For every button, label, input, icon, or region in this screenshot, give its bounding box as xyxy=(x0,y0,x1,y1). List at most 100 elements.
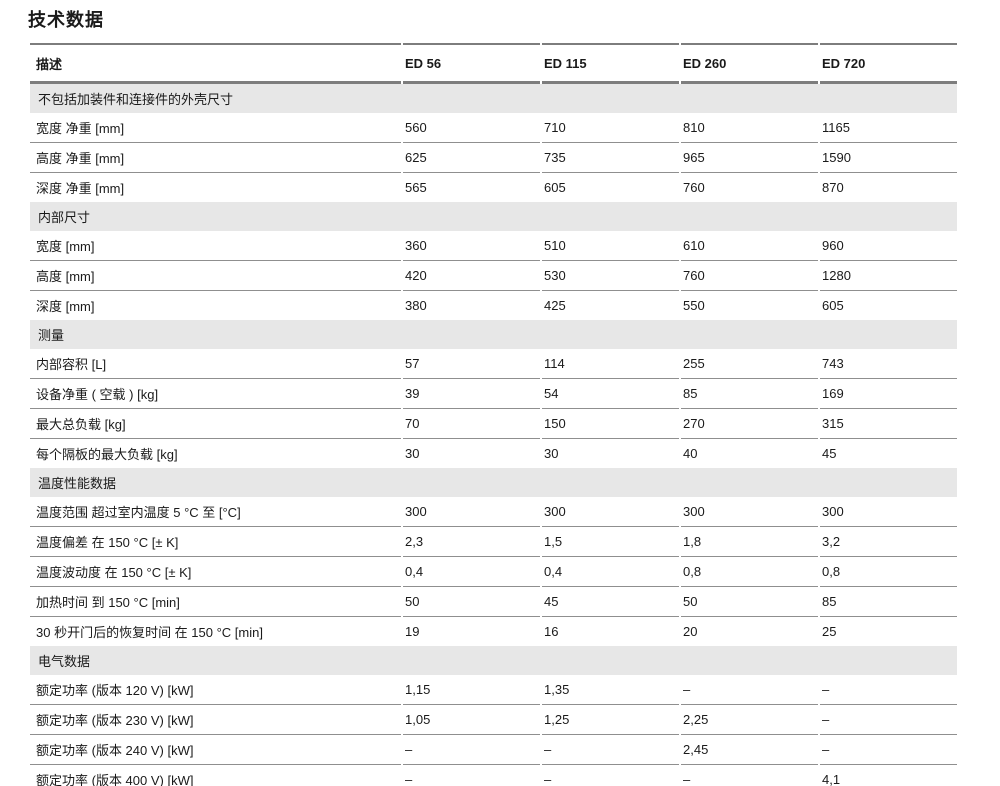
table-row: 内部容积 [L] 57 114 255 743 xyxy=(30,349,957,378)
value-cell: 0,4 xyxy=(542,556,679,586)
value-cell: – xyxy=(403,764,540,786)
value-cell: 760 xyxy=(681,260,818,290)
row-label: 深度 [mm] xyxy=(30,290,401,320)
row-label: 温度范围 超过室内温度 5 °C 至 [°C] xyxy=(30,497,401,526)
value-cell: 2,45 xyxy=(681,734,818,764)
value-cell: 20 xyxy=(681,616,818,646)
value-cell: 870 xyxy=(820,172,957,202)
column-header-ed720: ED 720 xyxy=(820,43,957,84)
value-cell: 16 xyxy=(542,616,679,646)
table-row: 额定功率 (版本 400 V) [kW] – – –4,1 xyxy=(30,764,957,786)
value-cell: 300 xyxy=(820,497,957,526)
table-row: 温度波动度 在 150 °C [± K] 0,4 0,4 0,8 0,8 xyxy=(30,556,957,586)
value-cell: 85 xyxy=(681,378,818,408)
value-cell: 1,35 xyxy=(542,675,679,704)
value-cell: 510 xyxy=(542,231,679,260)
row-label: 高度 净重 [mm] xyxy=(30,142,401,172)
value-cell: 605 xyxy=(820,290,957,320)
table-row: 高度 [mm] 420 530 760 1280 xyxy=(30,260,957,290)
value-cell: 50 xyxy=(681,586,818,616)
value-cell: 4,1 xyxy=(820,764,957,786)
value-cell: 1165 xyxy=(820,113,957,142)
row-label: 额定功率 (版本 120 V) [kW] xyxy=(30,675,401,704)
section-title: 不包括加装件和连接件的外壳尺寸 xyxy=(30,84,957,113)
value-cell: 560 xyxy=(403,113,540,142)
value-cell: 300 xyxy=(681,497,818,526)
table-row: 深度 [mm] 380 425 550 605 xyxy=(30,290,957,320)
row-label: 30 秒开门后的恢复时间 在 150 °C [min] xyxy=(30,616,401,646)
table-row: 30 秒开门后的恢复时间 在 150 °C [min] 19 16 20 25 xyxy=(30,616,957,646)
value-cell: 30 xyxy=(403,438,540,468)
section-header-row: 测量 xyxy=(30,320,957,349)
section-header-row: 内部尺寸 xyxy=(30,202,957,231)
value-cell: 255 xyxy=(681,349,818,378)
row-label: 每个隔板的最大负载 [kg] xyxy=(30,438,401,468)
value-cell: 57 xyxy=(403,349,540,378)
table-row: 额定功率 (版本 230 V) [kW] 1,05 1,25 2,25– xyxy=(30,704,957,734)
value-cell: 1280 xyxy=(820,260,957,290)
row-label: 最大总负载 [kg] xyxy=(30,408,401,438)
value-cell: 50 xyxy=(403,586,540,616)
value-cell: 150 xyxy=(542,408,679,438)
value-cell: 39 xyxy=(403,378,540,408)
value-cell: – xyxy=(820,675,957,704)
row-label: 额定功率 (版本 240 V) [kW] xyxy=(30,734,401,764)
row-label: 宽度 净重 [mm] xyxy=(30,113,401,142)
value-cell: – xyxy=(542,734,679,764)
row-label: 宽度 [mm] xyxy=(30,231,401,260)
value-cell: 70 xyxy=(403,408,540,438)
value-cell: 54 xyxy=(542,378,679,408)
value-cell: 300 xyxy=(403,497,540,526)
value-cell: 1590 xyxy=(820,142,957,172)
value-cell: 810 xyxy=(681,113,818,142)
value-cell: 1,5 xyxy=(542,526,679,556)
row-label: 额定功率 (版本 230 V) [kW] xyxy=(30,704,401,734)
table-row: 额定功率 (版本 240 V) [kW] – –2,45– xyxy=(30,734,957,764)
value-cell: 315 xyxy=(820,408,957,438)
section-title: 电气数据 xyxy=(30,646,957,675)
technical-data-table: 描述 ED 56 ED 115 ED 260 ED 720 不包括加装件和连接件… xyxy=(28,43,959,786)
table-row: 温度范围 超过室内温度 5 °C 至 [°C] 300 300 300 300 xyxy=(30,497,957,526)
table-row: 每个隔板的最大负载 [kg] 30 30 40 45 xyxy=(30,438,957,468)
value-cell: 45 xyxy=(542,586,679,616)
value-cell: 565 xyxy=(403,172,540,202)
value-cell: 2,25 xyxy=(681,704,818,734)
value-cell: 760 xyxy=(681,172,818,202)
value-cell: 1,8 xyxy=(681,526,818,556)
value-cell: 425 xyxy=(542,290,679,320)
table-row: 设备净重 ( 空载 ) [kg] 39 54 85 169 xyxy=(30,378,957,408)
table-row: 宽度 [mm] 360 510 610 960 xyxy=(30,231,957,260)
value-cell: 960 xyxy=(820,231,957,260)
row-label: 温度偏差 在 150 °C [± K] xyxy=(30,526,401,556)
value-cell: 550 xyxy=(681,290,818,320)
value-cell: 3,2 xyxy=(820,526,957,556)
value-cell: 610 xyxy=(681,231,818,260)
table-row: 额定功率 (版本 120 V) [kW] 1,15 1,35– – xyxy=(30,675,957,704)
row-label: 高度 [mm] xyxy=(30,260,401,290)
value-cell: 743 xyxy=(820,349,957,378)
column-header-description: 描述 xyxy=(30,43,401,84)
value-cell: 2,3 xyxy=(403,526,540,556)
value-cell: 85 xyxy=(820,586,957,616)
value-cell: 965 xyxy=(681,142,818,172)
value-cell: 1,05 xyxy=(403,704,540,734)
value-cell: – xyxy=(403,734,540,764)
value-cell: – xyxy=(681,675,818,704)
value-cell: – xyxy=(681,764,818,786)
value-cell: 300 xyxy=(542,497,679,526)
value-cell: 735 xyxy=(542,142,679,172)
row-label: 额定功率 (版本 400 V) [kW] xyxy=(30,764,401,786)
table-row: 高度 净重 [mm] 625 735 965 1590 xyxy=(30,142,957,172)
value-cell: 0,4 xyxy=(403,556,540,586)
section-header-row: 不包括加装件和连接件的外壳尺寸 xyxy=(30,84,957,113)
table-row: 深度 净重 [mm] 565 605 760 870 xyxy=(30,172,957,202)
column-header-ed56: ED 56 xyxy=(403,43,540,84)
value-cell: 380 xyxy=(403,290,540,320)
value-cell: 30 xyxy=(542,438,679,468)
value-cell: 605 xyxy=(542,172,679,202)
value-cell: 625 xyxy=(403,142,540,172)
row-label: 设备净重 ( 空载 ) [kg] xyxy=(30,378,401,408)
table-header: 描述 ED 56 ED 115 ED 260 ED 720 xyxy=(30,43,957,84)
row-label: 深度 净重 [mm] xyxy=(30,172,401,202)
